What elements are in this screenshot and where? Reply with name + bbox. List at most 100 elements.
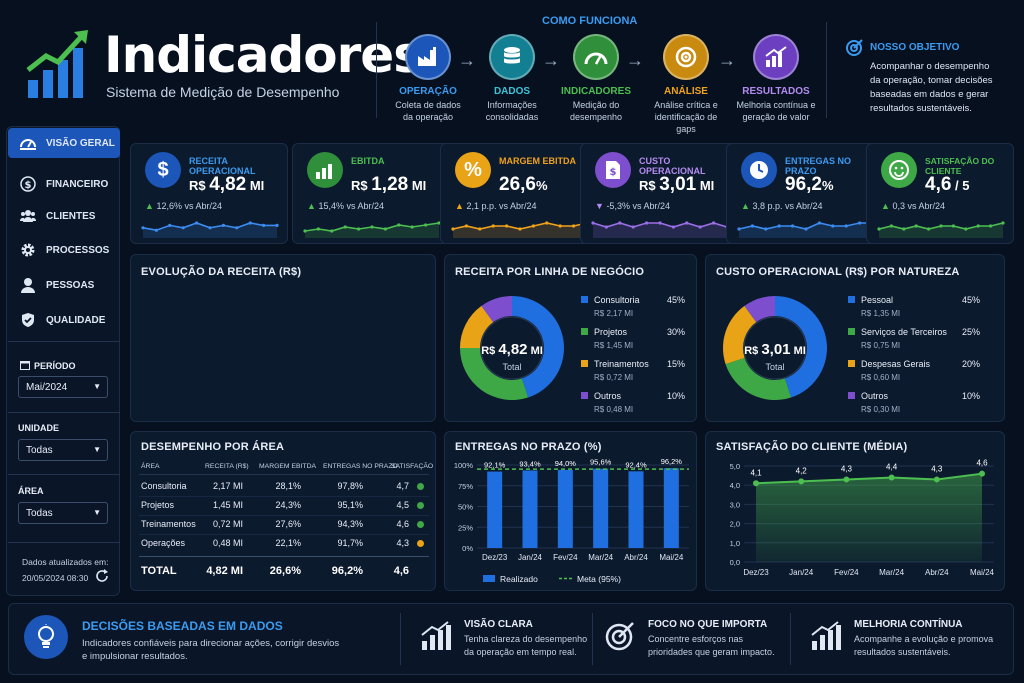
kpi-delta: ▲ 0,3 vs Abr/24 [881, 201, 945, 211]
kpi-card-margem[interactable]: % MARGEM EBITDA 26,6% ▲ 2,1 p.p. vs Abr/… [440, 143, 598, 244]
table-cell: 28,1% [275, 481, 301, 491]
column-header: ENTREGAS NO PRAZO [323, 463, 398, 470]
sparkline-point [817, 221, 821, 225]
y-tick-label: 0,0 [730, 558, 740, 567]
bar [487, 471, 503, 548]
sparkline-point [914, 224, 918, 228]
legend-name: Outros [594, 391, 622, 401]
sidebar-item-financeiro[interactable]: $ FINANCEIRO [8, 169, 120, 199]
step-label: OPERAÇÃO [399, 86, 457, 97]
sparkline-point [518, 227, 522, 231]
legend-item: Serviços de Terceiros [848, 327, 947, 337]
table-cell: 94,3% [337, 519, 363, 529]
table-cell: Consultoria [141, 481, 187, 491]
sparkline-point [316, 227, 320, 231]
divider [376, 22, 377, 118]
kpi-card-ebitda[interactable]: EBITDA R$ 1,28 MI ▲ 15,4% vs Abr/24 [292, 143, 450, 244]
trend-up-icon: ▲ [881, 201, 890, 211]
kpi-card-custo[interactable]: $ CUSTO OPERACIONAL R$ 3,01 MI ▼ -5,3% v… [580, 143, 738, 244]
footer-item-title: MELHORIA CONTÍNUA [854, 619, 963, 630]
kpi-card-entregas[interactable]: ENTREGAS NO PRAZO 96,2% ▲ 3,8 p.p. vs Ab… [726, 143, 884, 244]
table-total-cell: TOTAL [141, 565, 177, 577]
sidebar-item-processos[interactable]: PROCESSOS [8, 235, 120, 265]
sidebar-item-label: CLIENTES [46, 210, 96, 222]
sparkline-point [154, 228, 158, 232]
sparkline-point [357, 227, 361, 231]
sparkline-point [939, 224, 943, 228]
area-value: Todas [26, 508, 53, 519]
donut-slice [460, 348, 529, 400]
sidebar-item-label: QUALIDADE [46, 314, 106, 326]
chevron-down-icon: ▼ [93, 445, 101, 454]
sparkline-point [221, 223, 225, 227]
donut-slice [512, 296, 564, 398]
sparkline-point [235, 226, 239, 230]
legend-name: Realizado [500, 574, 538, 584]
kpi-card-satisfacao[interactable]: SATISFAÇÃO DO CLIENTE 4,6 / 5 ▲ 0,3 vs A… [866, 143, 1014, 244]
x-tick-label: Fev/24 [553, 553, 578, 562]
legend-percent: 20% [962, 359, 981, 369]
sparkline-point [531, 224, 535, 228]
target-icon [846, 39, 863, 56]
x-tick-label: Jan/24 [518, 553, 543, 562]
sparkline-area [879, 223, 1003, 238]
sparkline-point [858, 221, 862, 225]
sidebar-item-clientes[interactable]: CLIENTES [8, 201, 120, 231]
kpi-sparkline [877, 221, 1005, 238]
donut-slice [723, 305, 757, 365]
step-operacao: OPERAÇÃO Coleta de dados da operação [388, 34, 468, 123]
legend-swatch [848, 392, 855, 399]
growth-chart-icon [421, 621, 451, 650]
legend-amount: R$ 2,17 MI [594, 309, 634, 318]
data-label: 4,3 [841, 464, 853, 473]
legend-name: Projetos [594, 327, 628, 337]
legend-name: Serviços de Terceiros [861, 327, 947, 337]
sparkline-area [593, 223, 727, 238]
sparkline-point [844, 224, 848, 228]
y-tick-label: 3,0 [730, 500, 740, 509]
table-cell: 24,3% [275, 500, 301, 510]
sidebar-item-visao-geral[interactable]: VISÃO GERAL [8, 128, 120, 158]
kpi-value: R$ 1,28 MI [351, 174, 427, 195]
y-tick-label: 25% [458, 523, 473, 532]
sidebar-item-pessoas[interactable]: PESSOAS [8, 270, 120, 300]
divider [826, 22, 827, 118]
kpi-label: SATISFAÇÃO DO CLIENTE [925, 156, 995, 176]
bar [557, 469, 573, 548]
sparkline-point [558, 224, 562, 228]
sparkline-point [631, 225, 635, 229]
refresh-icon[interactable] [95, 569, 109, 583]
footer-item-desc: Concentre esforços nas prioridades que ge… [648, 634, 775, 657]
legend-item: Projetos [581, 327, 627, 337]
step-desc: Medição do desempenho [569, 100, 623, 122]
table-cell: Treinamentos [141, 519, 196, 529]
legend-item: Despesas Gerais [848, 359, 930, 369]
arrow-right-icon: → [458, 50, 476, 70]
footer-panel [8, 603, 1014, 675]
data-point [843, 476, 850, 483]
table-cell: 0,48 MI [212, 538, 243, 548]
sidebar-item-qualidade[interactable]: QUALIDADE [8, 305, 120, 335]
period-select[interactable]: Mai/2024 ▼ [18, 376, 108, 398]
sparkline-point [262, 223, 266, 227]
divider [139, 515, 429, 516]
sparkline-point [424, 223, 428, 227]
unit-value: Todas [26, 445, 53, 456]
sparkline-point [437, 221, 441, 225]
sparkline-point [777, 224, 781, 228]
data-label: 4,4 [886, 463, 898, 472]
unit-select[interactable]: Todas ▼ [18, 439, 108, 461]
sparkline-point [976, 224, 980, 228]
series-line [755, 472, 983, 485]
sparkline-point [464, 224, 468, 228]
x-tick-label: Mar/24 [588, 553, 613, 562]
percent-icon: % [455, 152, 491, 188]
arrow-right-icon: → [542, 50, 560, 70]
factory-icon [405, 34, 451, 80]
kpi-label: EBITDA [351, 156, 385, 166]
donut-slice [744, 296, 775, 323]
sparkline-point [248, 221, 252, 225]
x-tick-label: Jan/24 [789, 568, 814, 577]
kpi-card-receita[interactable]: $ RECEITA OPERACIONAL R$ 4,82 MI ▲ 12,6%… [130, 143, 288, 244]
area-select[interactable]: Todas ▼ [18, 502, 108, 524]
